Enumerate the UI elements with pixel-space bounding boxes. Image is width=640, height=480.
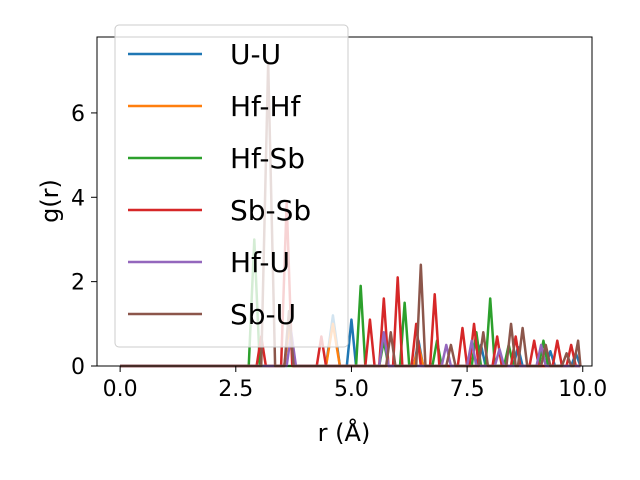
legend-label: Sb-U <box>230 298 296 331</box>
y-tick-label: 0 <box>71 355 85 380</box>
legend-label: Hf-Sb <box>230 142 305 175</box>
x-tick-label: 0.0 <box>103 377 138 402</box>
y-axis-ticks: 0 2 4 6 <box>71 102 97 380</box>
legend-label: Hf-Hf <box>230 90 302 123</box>
y-tick-label: 4 <box>71 186 85 211</box>
y-tick-label: 6 <box>71 102 85 127</box>
legend-label: Sb-Sb <box>230 194 311 227</box>
legend: U-U Hf-Hf Hf-Sb Sb-Sb Hf-U Sb-U <box>114 24 349 348</box>
x-axis-ticks: 0.0 2.5 5.0 7.5 10.0 <box>103 366 607 402</box>
y-tick-label: 2 <box>71 271 85 296</box>
y-axis-label: g(r) <box>36 179 64 223</box>
x-tick-label: 5.0 <box>334 377 369 402</box>
x-tick-label: 7.5 <box>450 377 485 402</box>
legend-items: U-U Hf-Hf Hf-Sb Sb-Sb Hf-U Sb-U <box>128 38 311 331</box>
legend-label: Hf-U <box>230 246 290 279</box>
x-tick-label: 2.5 <box>218 377 253 402</box>
legend-label: U-U <box>230 38 281 71</box>
x-axis-label: r (Å) <box>318 418 371 447</box>
x-tick-label: 10.0 <box>558 377 607 402</box>
